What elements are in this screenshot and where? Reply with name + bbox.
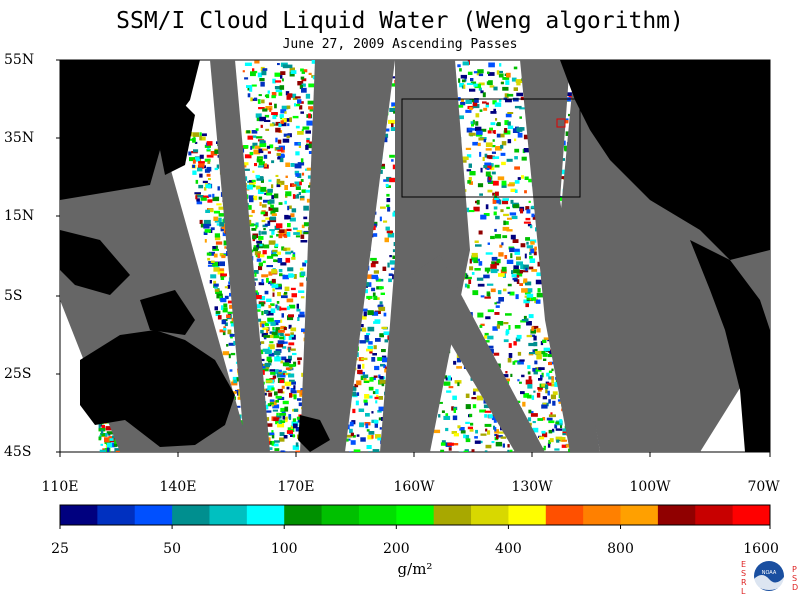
lat-label-45S: 45S xyxy=(4,445,54,459)
colorbar-tick-200: 200 xyxy=(383,542,410,556)
colorbar-swatch xyxy=(733,505,771,525)
colorbar-swatch xyxy=(322,505,360,525)
colorbar-swatch xyxy=(621,505,659,525)
map-area xyxy=(60,60,800,457)
lat-label-55N: 55N xyxy=(4,53,54,67)
lon-label-140E: 140E xyxy=(160,480,197,494)
lat-label-35N: 35N xyxy=(4,131,54,145)
lat-label-25S: 25S xyxy=(4,367,54,381)
colorbar-swatch xyxy=(546,505,584,525)
colorbar-swatch xyxy=(583,505,621,525)
colorbar xyxy=(60,505,771,529)
noaa-badge-text: NOAA xyxy=(762,570,777,576)
lon-label-160W: 160W xyxy=(393,480,434,494)
colorbar-tick-100: 100 xyxy=(271,542,298,556)
colorbar-swatch xyxy=(695,505,733,525)
colorbar-tick-400: 400 xyxy=(495,542,522,556)
colorbar-tick-50: 50 xyxy=(163,542,181,556)
lon-label-130W: 130W xyxy=(511,480,552,494)
lat-label-5S: 5S xyxy=(4,289,54,303)
logo-letter: S xyxy=(792,574,797,583)
colorbar-swatch xyxy=(508,505,546,525)
lon-label-110E: 110E xyxy=(42,480,79,494)
colorbar-swatch xyxy=(359,505,397,525)
colorbar-swatch xyxy=(658,505,696,525)
logo-letter: P xyxy=(792,565,797,574)
colorbar-swatch xyxy=(247,505,285,525)
colorbar-tick-1600: 1600 xyxy=(743,542,779,556)
colorbar-swatch xyxy=(172,505,210,525)
colorbar-swatch xyxy=(284,505,322,525)
colorbar-swatch xyxy=(471,505,509,525)
colorbar-swatch xyxy=(60,505,98,525)
logo-letter: D xyxy=(792,583,798,592)
colorbar-swatch xyxy=(97,505,135,525)
logo-letter: S xyxy=(741,569,746,578)
logo-letter: R xyxy=(741,578,747,587)
noaa-logo-icon: NOAA xyxy=(740,555,800,605)
colorbar-swatch xyxy=(434,505,472,525)
colorbar-swatch xyxy=(209,505,247,525)
logo-letter: L xyxy=(741,587,745,596)
colorbar-unit: g/m² xyxy=(0,560,800,578)
colorbar-swatch xyxy=(135,505,173,525)
colorbar-swatch xyxy=(396,505,434,525)
colorbar-tick-25: 25 xyxy=(51,542,69,556)
colorbar-tick-800: 800 xyxy=(607,542,634,556)
lon-label-100W: 100W xyxy=(629,480,670,494)
lat-label-15N: 15N xyxy=(4,209,54,223)
lon-label-170E: 170E xyxy=(278,480,315,494)
logo-letter: E xyxy=(741,560,746,569)
lon-label-70W: 70W xyxy=(747,480,779,494)
